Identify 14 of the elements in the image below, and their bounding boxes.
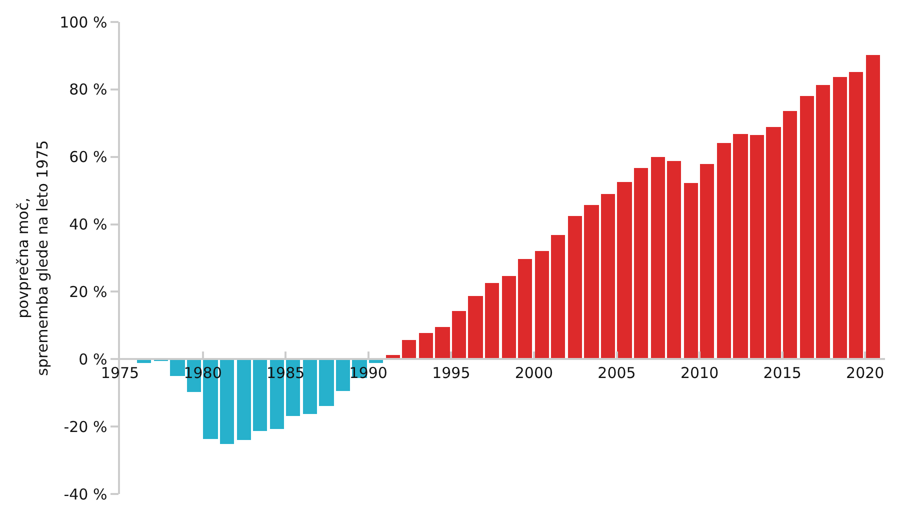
- x-tick-label: 1995: [432, 364, 470, 382]
- y-tick-label: -40 %: [64, 485, 108, 504]
- x-tick-label: 2015: [763, 364, 802, 382]
- y-tick-label: 80 %: [69, 80, 108, 99]
- y-tick-label: 20 %: [69, 282, 108, 301]
- x-tick-label: 2010: [680, 364, 719, 382]
- x-tick-label: 2005: [598, 364, 636, 382]
- x-tick-label: 2000: [514, 364, 554, 382]
- y-tick-label: -20 %: [64, 418, 108, 436]
- y-tick-label: 40 %: [69, 216, 108, 234]
- y-tick-label: 100 %: [60, 13, 108, 32]
- y-axis-title: povprečna moč, sprememba glede na leto 1975: [14, 140, 52, 376]
- y-tick-label: 60 %: [69, 148, 108, 166]
- x-tick-label: 2020: [846, 364, 884, 382]
